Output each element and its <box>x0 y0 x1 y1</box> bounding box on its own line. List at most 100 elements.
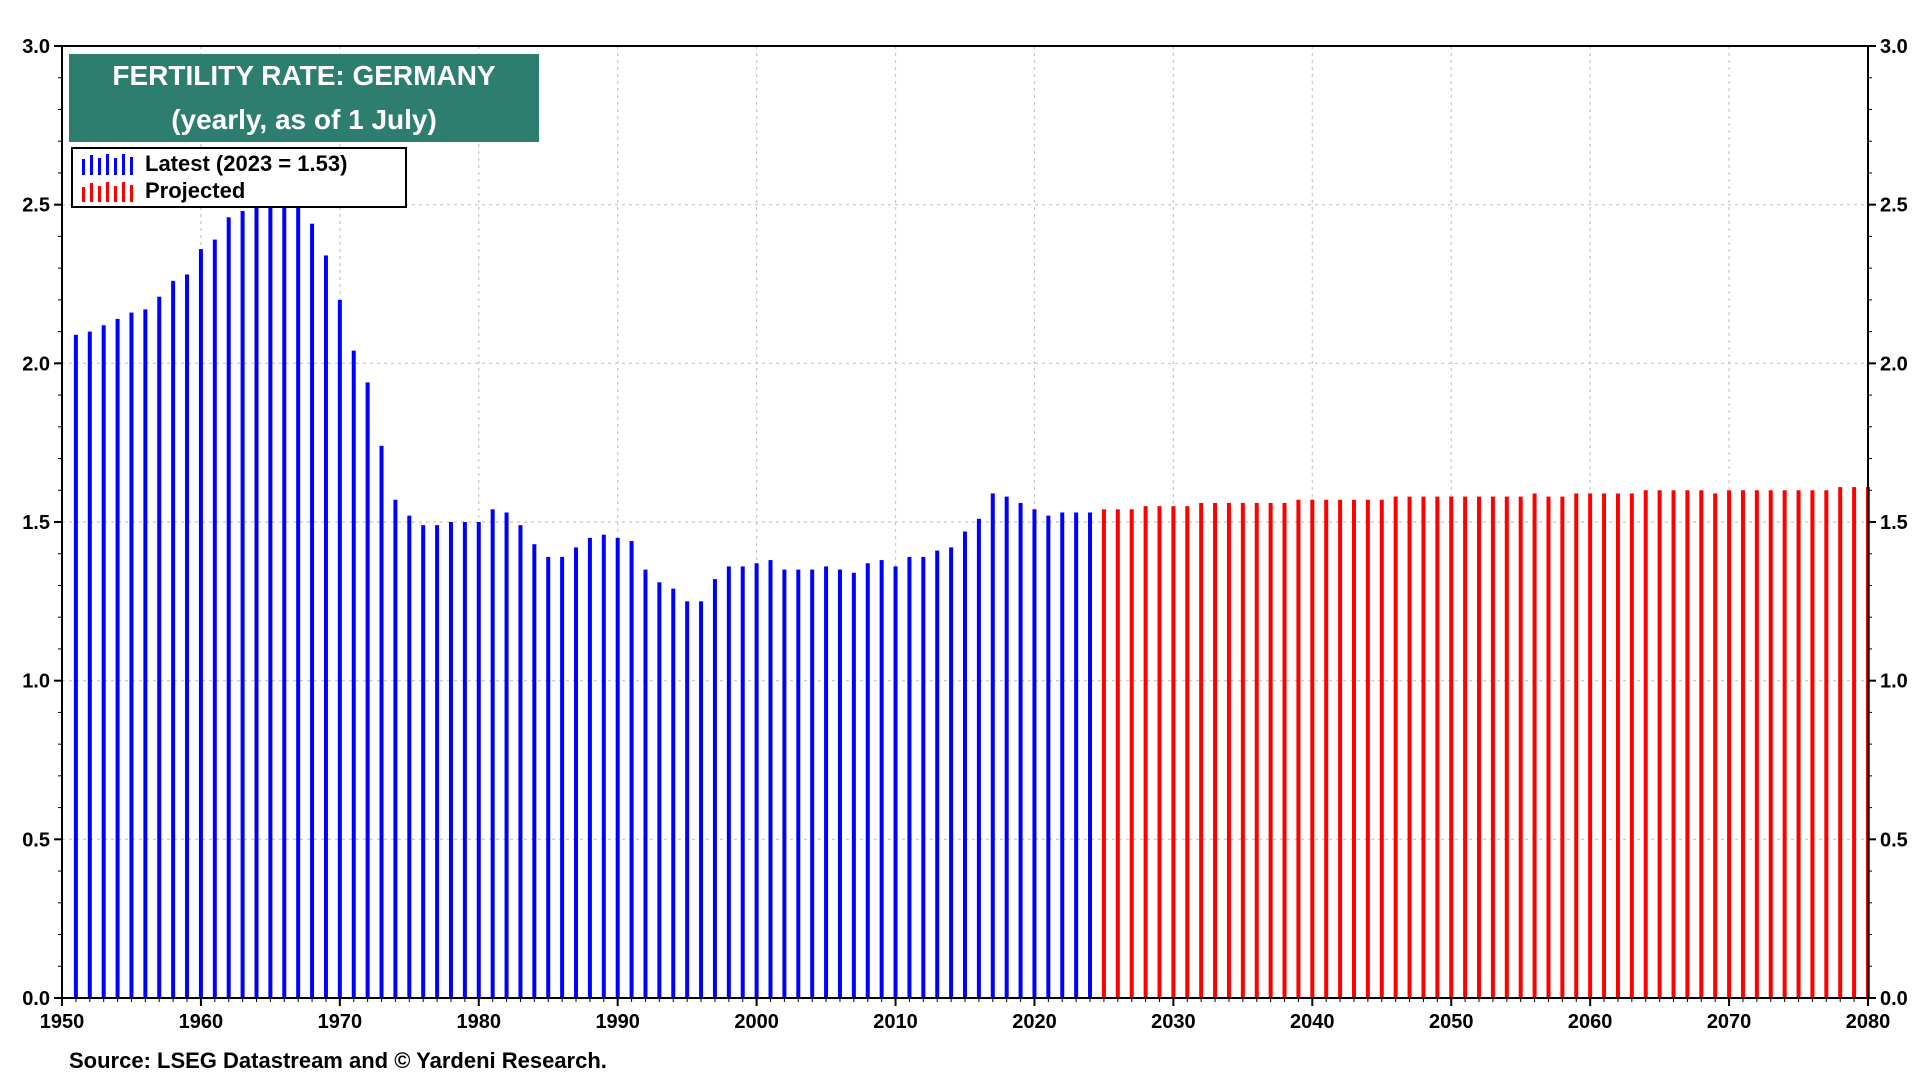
bar-latest <box>546 556 551 998</box>
bar-projected <box>1754 490 1759 998</box>
bar-latest <box>643 569 648 998</box>
x-tick-label: 2010 <box>873 1011 918 1033</box>
y-tick-label-right: 1.5 <box>1880 512 1908 534</box>
x-tick-label: 2050 <box>1429 1011 1474 1033</box>
legend: Latest (2023 = 1.53) Projected <box>71 147 407 208</box>
bar-projected <box>1393 496 1398 998</box>
bar-projected <box>1449 496 1454 998</box>
bar-latest <box>990 493 995 998</box>
bar-projected <box>1810 490 1815 998</box>
bar-latest <box>671 588 676 998</box>
bar-latest <box>310 223 315 998</box>
bar-latest <box>740 566 745 998</box>
bar-projected <box>1338 499 1343 998</box>
bar-projected <box>1490 496 1495 998</box>
bar-latest <box>504 512 509 998</box>
bar-latest <box>1060 512 1065 998</box>
bar-latest <box>268 201 273 998</box>
bar-projected <box>1560 496 1565 998</box>
bar-projected <box>1365 499 1370 998</box>
bar-latest <box>518 525 523 998</box>
bar-projected <box>1782 490 1787 998</box>
bar-projected <box>1852 487 1857 998</box>
bar-latest <box>879 560 884 998</box>
axis-labels: 1950 1960 1970 1980 1990 2000 2010 2020 2030 2040… <box>22 36 1908 1033</box>
bar-latest <box>143 309 148 998</box>
x-tick-label: 2000 <box>734 1011 779 1033</box>
bar-latest <box>296 207 301 999</box>
bar-projected <box>1796 490 1801 998</box>
x-tick-label: 2060 <box>1568 1011 1613 1033</box>
bar-latest <box>976 518 981 998</box>
x-tick-label: 1990 <box>595 1011 640 1033</box>
y-tick-label-right: 0.5 <box>1880 829 1908 851</box>
chart-title-box: FERTILITY RATE: GERMANY (yearly, as of 1… <box>69 54 539 142</box>
y-tick-label-right: 3.0 <box>1880 36 1908 58</box>
bar-projected <box>1268 502 1273 998</box>
bar-latest <box>351 350 356 998</box>
bar-latest <box>365 382 370 999</box>
y-tick-label-left: 3.0 <box>22 36 50 58</box>
y-tick-label-left: 0.5 <box>22 829 50 851</box>
bar-latest <box>323 255 328 998</box>
bar-latest <box>532 544 537 998</box>
bar-projected <box>1643 490 1648 998</box>
bar-latest <box>699 601 704 998</box>
bar-latest <box>1074 512 1079 998</box>
y-tick-label-left: 1.0 <box>22 671 50 693</box>
bar-projected <box>1351 499 1356 998</box>
y-tick-label-left: 0.0 <box>22 988 50 1010</box>
chart-subtitle: (yearly, as of 1 July) <box>171 104 437 135</box>
axis-ticks <box>54 45 1876 1006</box>
source-note: Source: LSEG Datastream and © Yardeni Re… <box>69 1048 607 1073</box>
x-tick-label: 2020 <box>1012 1011 1057 1033</box>
bar-projected <box>1101 509 1106 998</box>
y-tick-label-right: 2.0 <box>1880 353 1908 375</box>
x-tick-label: 2070 <box>1707 1011 1752 1033</box>
bar-latest <box>73 334 78 999</box>
bar-projected <box>1768 490 1773 998</box>
bar-latest <box>490 509 495 998</box>
bar-projected <box>1129 509 1134 998</box>
bar-latest <box>476 522 481 998</box>
y-tick-label-left: 2.5 <box>22 195 50 217</box>
x-tick-label: 2040 <box>1290 1011 1335 1033</box>
bar-projected <box>1185 506 1190 998</box>
bar-latest <box>87 331 92 999</box>
x-tick-label: 1970 <box>318 1011 363 1033</box>
bar-latest <box>115 318 120 998</box>
bar-latest <box>893 566 898 998</box>
bar-latest <box>282 204 287 998</box>
chart-title: FERTILITY RATE: GERMANY <box>112 60 496 91</box>
x-tick-label: 1980 <box>457 1011 502 1033</box>
bar-latest <box>865 563 870 998</box>
bar-projected <box>1282 502 1287 998</box>
bar-latest <box>754 563 759 998</box>
bar-latest <box>379 445 384 999</box>
bar-latest <box>657 582 662 998</box>
y-tick-label-right: 0.0 <box>1880 988 1908 1010</box>
bar-latest <box>796 569 801 998</box>
bar-latest <box>851 572 856 998</box>
bar-latest <box>171 280 176 998</box>
bar-projected <box>1157 506 1162 998</box>
bar-latest <box>810 569 815 998</box>
bar-projected <box>1532 493 1537 998</box>
bar-latest <box>712 579 717 998</box>
bar-projected <box>1546 496 1551 998</box>
bar-latest <box>212 239 217 998</box>
bar-latest <box>629 541 634 998</box>
bar-projected <box>1477 496 1482 998</box>
bar-latest <box>560 556 565 998</box>
bar-projected <box>1407 496 1412 998</box>
bar-latest <box>435 525 440 998</box>
bar-latest <box>448 522 453 998</box>
bar-latest <box>837 569 842 998</box>
bar-latest <box>921 556 926 998</box>
bar-latest <box>1004 496 1009 998</box>
legend-item-latest: Latest (2023 = 1.53) <box>81 151 347 177</box>
y-tick-label-left: 1.5 <box>22 512 50 534</box>
bar-projected <box>1310 499 1315 998</box>
bar-projected <box>1240 502 1245 998</box>
